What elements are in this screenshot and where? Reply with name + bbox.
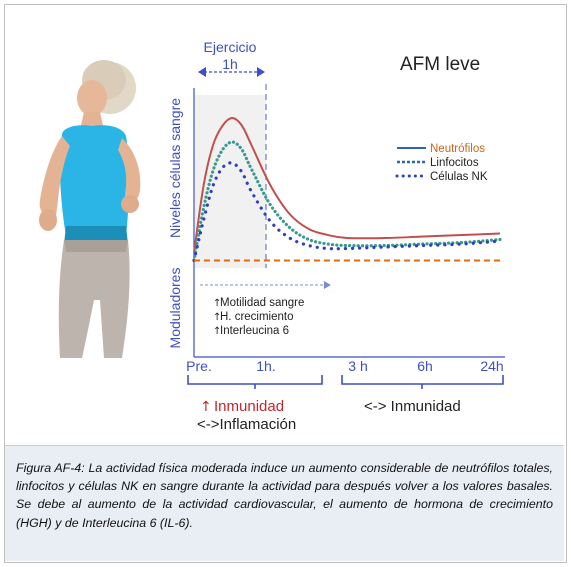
x-tick-label: Pre. — [186, 358, 212, 374]
x-tick-label: 6h — [417, 358, 433, 374]
phase-1-line1: Inmunidad — [214, 398, 284, 415]
phase-bracket-immunity-neutral — [341, 375, 504, 385]
exercise-duration-label: 1h — [222, 56, 238, 72]
phase-2-line1: <-> Inmunidad — [364, 398, 461, 415]
x-tick-label: 3 h — [348, 358, 367, 374]
series-line-neutrofilos — [193, 116, 501, 254]
modulators-arrow-head-icon — [324, 281, 331, 289]
figure-graphic: Ejercicio 1h AFM leve Niveles células sa… — [39, 39, 505, 433]
exercise-shaded-region — [195, 95, 266, 268]
series-layer — [192, 116, 502, 263]
phase-1-arrow-icon: ↑ — [200, 399, 212, 415]
x-tick-label: 24h — [480, 358, 503, 374]
legend-label: Linfocitos — [430, 157, 479, 169]
modulator-item: Motilidad sangre — [220, 297, 304, 309]
modulators-axis-label: Moduladores — [167, 268, 183, 349]
figure-caption: Figura AF-4: La actividad física moderad… — [16, 461, 553, 530]
phase-bracket-immunity-up — [187, 375, 323, 385]
jogging-woman-image — [39, 60, 141, 358]
exercise-label: Ejercicio — [204, 39, 257, 55]
modulator-up-arrow-icon: ↑ — [213, 298, 221, 309]
x-tick-labels: Pre. 1h. 3 h 6h 24h — [186, 358, 504, 374]
modulator-item: Interleucina 6 — [220, 325, 289, 337]
modulator-item: H. crecimiento — [220, 311, 294, 323]
exercise-arrow-right-icon — [257, 67, 265, 77]
exercise-arrow-left-icon — [198, 67, 206, 77]
modulators-list: ↑Motilidad sangre↑H. crecimiento↑Interle… — [213, 297, 304, 337]
legend-label: Células NK — [430, 171, 488, 183]
chart-title: AFM leve — [400, 54, 480, 75]
series-line-linfocitos — [192, 140, 502, 263]
modulator-up-arrow-icon: ↑ — [213, 312, 221, 323]
modulator-up-arrow-icon: ↑ — [213, 326, 221, 337]
series-line-celulas-nk — [192, 161, 502, 263]
legend: Neutrófilos Linfocitos Células NK — [395, 143, 488, 183]
caption-box — [5, 445, 564, 561]
y-axis-label: Niveles células sangre — [167, 98, 183, 238]
legend-label: Neutrófilos — [430, 143, 485, 155]
x-tick-label: 1h. — [256, 358, 275, 374]
phase-1-line2: <->Inflamación — [197, 416, 296, 433]
